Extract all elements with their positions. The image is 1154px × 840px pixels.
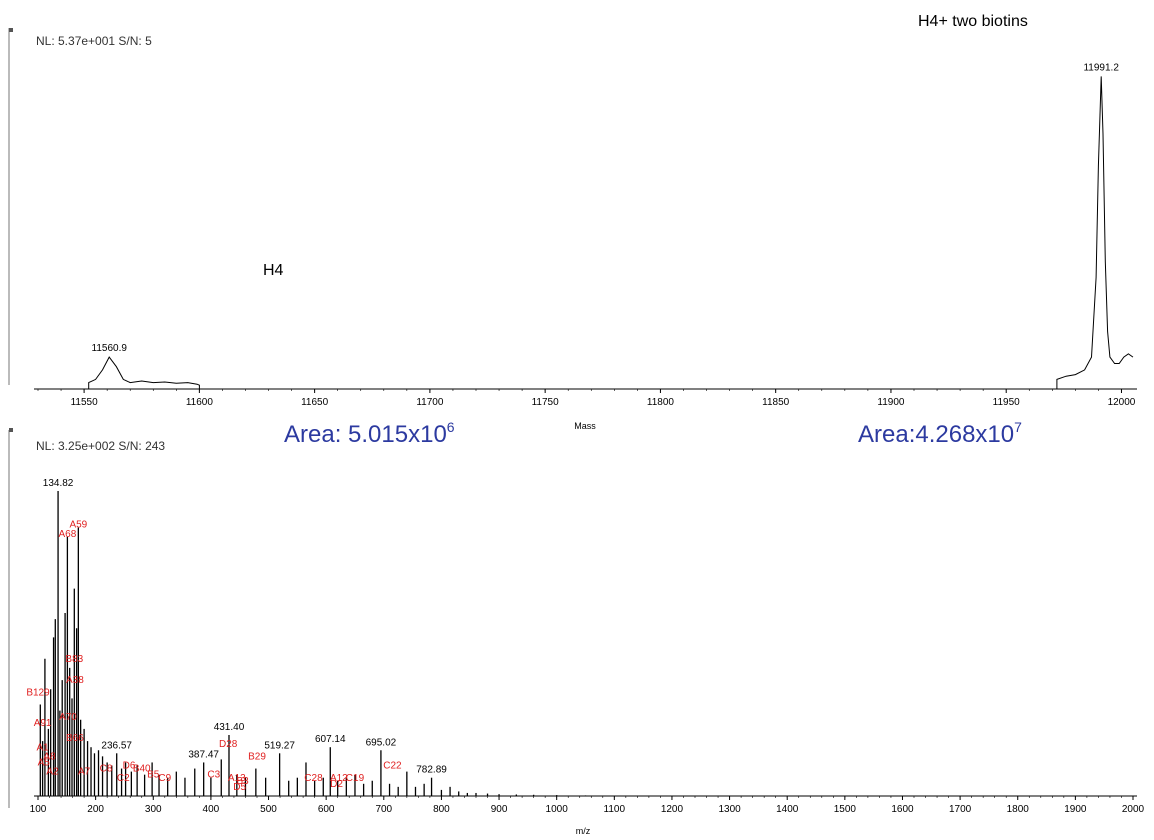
peak-label: 134.82 (43, 478, 74, 489)
bottom-header: NL: 3.25e+002 S/N: 243 (36, 439, 165, 453)
bottom-x-tick-label: 500 (260, 804, 277, 815)
bottom-x-tick-label: 100 (30, 804, 47, 815)
top-plot-area: 11550 11600 11650 11700 11750 11800 11850 11900… (34, 62, 1137, 408)
fragment-label: A91 (34, 718, 52, 729)
fragment-label: B83 (65, 654, 83, 665)
area-left-label: Area: 5.015x106 (284, 419, 455, 448)
fragment-label: C28 (304, 773, 323, 784)
bottom-x-tick-label: 1900 (1064, 804, 1087, 815)
bottom-x-tick-label: 400 (203, 804, 220, 815)
peak-label: 236.57 (101, 740, 132, 751)
bottom-x-tick-label: 1400 (776, 804, 799, 815)
top-x-tick-label: 11650 (301, 397, 329, 408)
peak-label: 519.27 (264, 740, 295, 751)
bottom-x-tick-label: 1300 (718, 804, 741, 815)
fragment-label: A12 (330, 773, 348, 784)
fragment-label: B40 (133, 764, 151, 775)
top-x-tick-label: 11600 (186, 397, 214, 408)
mass-trace-line (1056, 76, 1134, 389)
bottom-x-tick-label: 900 (491, 804, 508, 815)
bottom-corner-mark (9, 428, 13, 432)
top-x-tick-label: 11750 (532, 397, 560, 408)
fragment-label: A59 (69, 520, 87, 531)
top-panel: NL: 5.37e+001 S/N: 5 H4+ two biotins H4 … (8, 13, 1137, 448)
top-x-tick-label: 11550 (71, 397, 99, 408)
top-x-tick-label: 11700 (416, 397, 444, 408)
bottom-x-tick-label: 600 (318, 804, 335, 815)
fragment-label: B129 (26, 687, 50, 698)
fragment-label: A38 (66, 675, 84, 686)
fragment-label: A2 (46, 767, 59, 778)
fragment-label: A7 (78, 767, 91, 778)
mass-trace-line (88, 356, 200, 389)
label-h4: H4 (263, 262, 284, 279)
top-x-tick-label: 11800 (647, 397, 675, 408)
bottom-x-tick-label: 800 (433, 804, 450, 815)
bottom-plot-area: 100 200 300 400 500 600 700 800 900 1000 1100 1200 1… (26, 478, 1144, 815)
fragment-label: B5 (147, 770, 160, 781)
area-right-label: Area:4.268x107 (858, 419, 1022, 448)
top-corner-mark (9, 28, 13, 32)
peak-label: 607.14 (315, 734, 346, 745)
bottom-x-tick-label: 1500 (834, 804, 857, 815)
fragment-label: C8 (100, 764, 113, 775)
peak-label: 11991.2 (1083, 62, 1119, 73)
bottom-x-tick-label: 1700 (949, 804, 972, 815)
label-h4-biotin: H4+ two biotins (918, 13, 1028, 30)
fragment-label: C3 (207, 770, 220, 781)
top-x-tick-label: 11900 (877, 397, 905, 408)
fragment-label: B29 (248, 751, 266, 762)
fragment-label: A5 (38, 758, 51, 769)
fragment-label: D5 (233, 782, 246, 793)
fragment-label: A13 (228, 773, 246, 784)
top-x-tick-label: 11850 (762, 397, 790, 408)
fragment-label: A70 (59, 712, 77, 723)
bottom-x-tick-label: 700 (375, 804, 392, 815)
fragment-label: C9 (158, 773, 171, 784)
bottom-x-tick-label: 1100 (604, 804, 626, 815)
fragment-label: D2 (330, 779, 343, 790)
fragment-label: C19 (346, 773, 365, 784)
bottom-x-tick-label: 200 (87, 804, 104, 815)
peak-label: 695.02 (366, 737, 397, 748)
fragment-label: D28 (219, 739, 238, 750)
top-header: NL: 5.37e+001 S/N: 5 (36, 34, 152, 48)
peak-label: 782.89 (416, 765, 447, 776)
top-x-axis-label: Mass (574, 421, 596, 431)
fragment-label: A68 (58, 529, 76, 540)
fragment-label: C22 (383, 761, 402, 772)
fragment-label: B66 (66, 733, 84, 744)
fragment-label: B3 (236, 776, 249, 787)
bottom-x-tick-label: 1800 (1007, 804, 1030, 815)
bottom-x-tick-label: 1000 (546, 804, 569, 815)
bottom-x-axis-label: m/z (576, 826, 591, 836)
top-x-tick-label: 12000 (1108, 397, 1136, 408)
bottom-x-tick-label: 1600 (891, 804, 914, 815)
fragment-label: A1 (36, 742, 49, 753)
bottom-panel: NL: 3.25e+002 S/N: 243 100 200 300 400 500 60… (8, 428, 1145, 836)
bottom-x-tick-label: 300 (145, 804, 162, 815)
fragment-label: C2 (117, 773, 130, 784)
bottom-x-tick-label: 2000 (1122, 804, 1145, 815)
top-x-tick-label: 11950 (993, 397, 1021, 408)
peak-label: 387.47 (188, 749, 219, 760)
peak-label: 431.40 (214, 722, 245, 733)
fragment-label: D6 (123, 761, 136, 772)
bottom-x-tick-label: 1200 (661, 804, 684, 815)
fragment-label: A8 (43, 751, 56, 762)
peak-label: 11560.9 (92, 343, 128, 354)
